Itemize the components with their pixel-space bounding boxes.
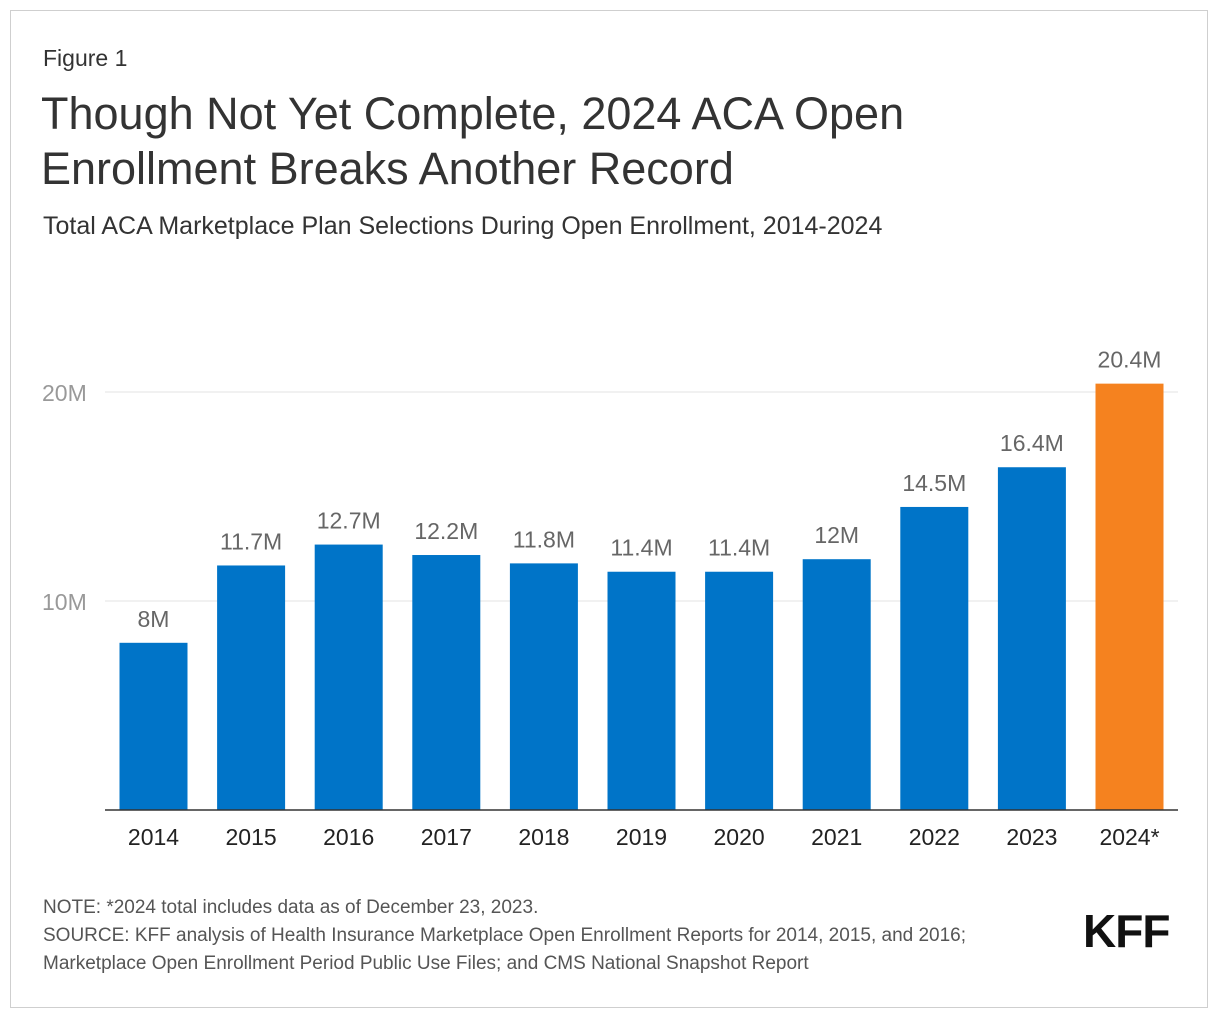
bar: [509, 563, 578, 810]
x-tick-label: 2017: [421, 824, 472, 850]
bar: [217, 565, 286, 810]
x-tick-label: 2020: [714, 824, 765, 850]
data-label: 12.7M: [317, 508, 381, 534]
bar: [314, 544, 383, 810]
x-tick-label: 2016: [323, 824, 374, 850]
x-tick-label: 2024*: [1099, 824, 1159, 850]
chart-title: Though Not Yet Complete, 2024 ACA Open E…: [41, 88, 905, 194]
data-label: 14.5M: [902, 470, 966, 496]
kff-logo: KFF: [1083, 905, 1170, 957]
bar: [802, 559, 871, 810]
x-tick-label: 2023: [1006, 824, 1057, 850]
figure-frame: [10, 10, 1208, 1008]
bar: [900, 506, 969, 810]
bar: [1095, 383, 1164, 810]
x-tick-label: 2015: [226, 824, 277, 850]
x-tick-label: 2021: [811, 824, 862, 850]
bar: [997, 467, 1066, 810]
source-text: SOURCE: KFF analysis of Health Insurance…: [43, 925, 967, 974]
bar: [119, 642, 188, 810]
note-text: NOTE: *2024 total includes data as of De…: [43, 897, 539, 918]
x-tick-label: 2022: [909, 824, 960, 850]
data-label: 11.8M: [513, 526, 575, 552]
bar: [705, 571, 774, 810]
figure-label: Figure 1: [43, 45, 128, 71]
data-label: 11.4M: [708, 535, 770, 561]
data-label: 11.7M: [220, 528, 282, 554]
data-label: 12M: [814, 522, 859, 548]
data-label: 8M: [138, 606, 170, 632]
footnotes: NOTE: *2024 total includes data as of De…: [43, 894, 1073, 978]
y-tick-label: 10M: [42, 589, 87, 615]
data-label: 16.4M: [1000, 430, 1064, 456]
bar-chart: 10M 20M 8M 2014 11.7M 2015 12.7M 2016 12.2M 2017 1…: [42, 347, 1178, 850]
y-tick-label: 20M: [42, 380, 87, 406]
data-label: 20.4M: [1098, 347, 1162, 373]
data-label: 12.2M: [414, 518, 478, 544]
x-tick-label: 2019: [616, 824, 667, 850]
x-tick-label: 2018: [518, 824, 569, 850]
x-tick-label: 2014: [128, 824, 179, 850]
data-label: 11.4M: [610, 535, 672, 561]
chart-subtitle: Total ACA Marketplace Plan Selections Du…: [43, 212, 883, 240]
bar: [412, 555, 481, 810]
bar: [607, 571, 676, 810]
